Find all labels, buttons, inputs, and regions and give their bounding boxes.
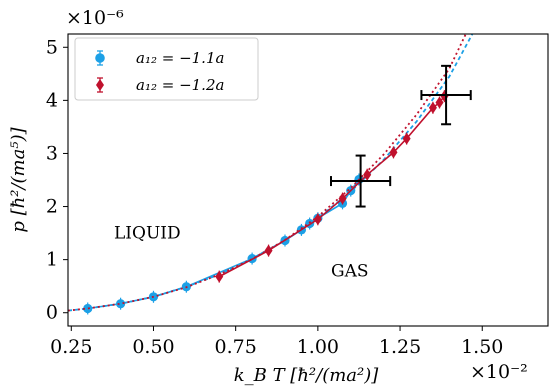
x-axis-label: k_B T [ħ²/(ma²)]: [234, 365, 380, 386]
plot-frame: [67, 33, 549, 327]
series-2-point: [264, 244, 273, 257]
series-2-point: [435, 96, 444, 109]
y-tick-label: 3: [46, 142, 58, 164]
legend-label-series-2: a₁₂ = −1.2a: [136, 76, 224, 94]
legend-marker-red-diamond: [96, 77, 104, 93]
legend: a₁₂ = −1.1a a₁₂ = −1.2a: [74, 37, 259, 101]
critical-point-2: [420, 64, 472, 126]
gas-region-label: GAS: [331, 262, 369, 282]
x-tick-label: 1.25: [379, 336, 421, 358]
series-layer: [68, 34, 474, 315]
legend-circle-marker: [95, 53, 105, 63]
x-tick-label: 1.00: [297, 336, 339, 358]
critical-point-1: [330, 154, 392, 208]
series-1-point: [83, 303, 93, 314]
x-tick-label: 0.75: [215, 336, 257, 358]
y-tick-label: 1: [46, 249, 58, 271]
y-axis-multiplier: ×10⁻⁶: [66, 7, 124, 29]
series-2-point: [363, 168, 372, 181]
axis-ticks: 0.25 0.50 0.75 1.00 1.25 1.50 0 1 2 3 4 5: [46, 36, 503, 358]
series-2-point: [215, 270, 224, 283]
series-2-line: [218, 95, 446, 278]
y-tick-label: 4: [46, 89, 58, 111]
x-tick-label: 0.25: [50, 336, 92, 358]
legend-marker-blue-circle: [95, 50, 105, 66]
x-tick-label: 0.50: [132, 336, 174, 358]
y-axis-label: p [ħ²/(ma⁵)]: [8, 126, 29, 232]
liquid-region-label: LIQUID: [114, 223, 181, 243]
y-tick-label: 5: [46, 36, 58, 58]
series-1-line: [87, 178, 360, 310]
y-tick-label: 0: [46, 302, 58, 324]
critical-points-layer: [330, 64, 472, 208]
series-2-point: [338, 192, 347, 205]
legend-diamond-marker: [96, 79, 104, 91]
series-2-point: [402, 132, 411, 145]
series-1-point: [116, 299, 126, 309]
x-axis-multiplier: ×10⁻²: [470, 361, 528, 383]
series-2-point: [313, 213, 322, 226]
legend-label-series-1: a₁₂ = −1.1a: [136, 49, 224, 67]
legend-box: [74, 37, 259, 101]
x-tick-label: 1.50: [461, 336, 503, 358]
series-2-point: [389, 146, 398, 159]
y-tick-label: 2: [46, 196, 58, 218]
series-2-point: [428, 101, 437, 114]
